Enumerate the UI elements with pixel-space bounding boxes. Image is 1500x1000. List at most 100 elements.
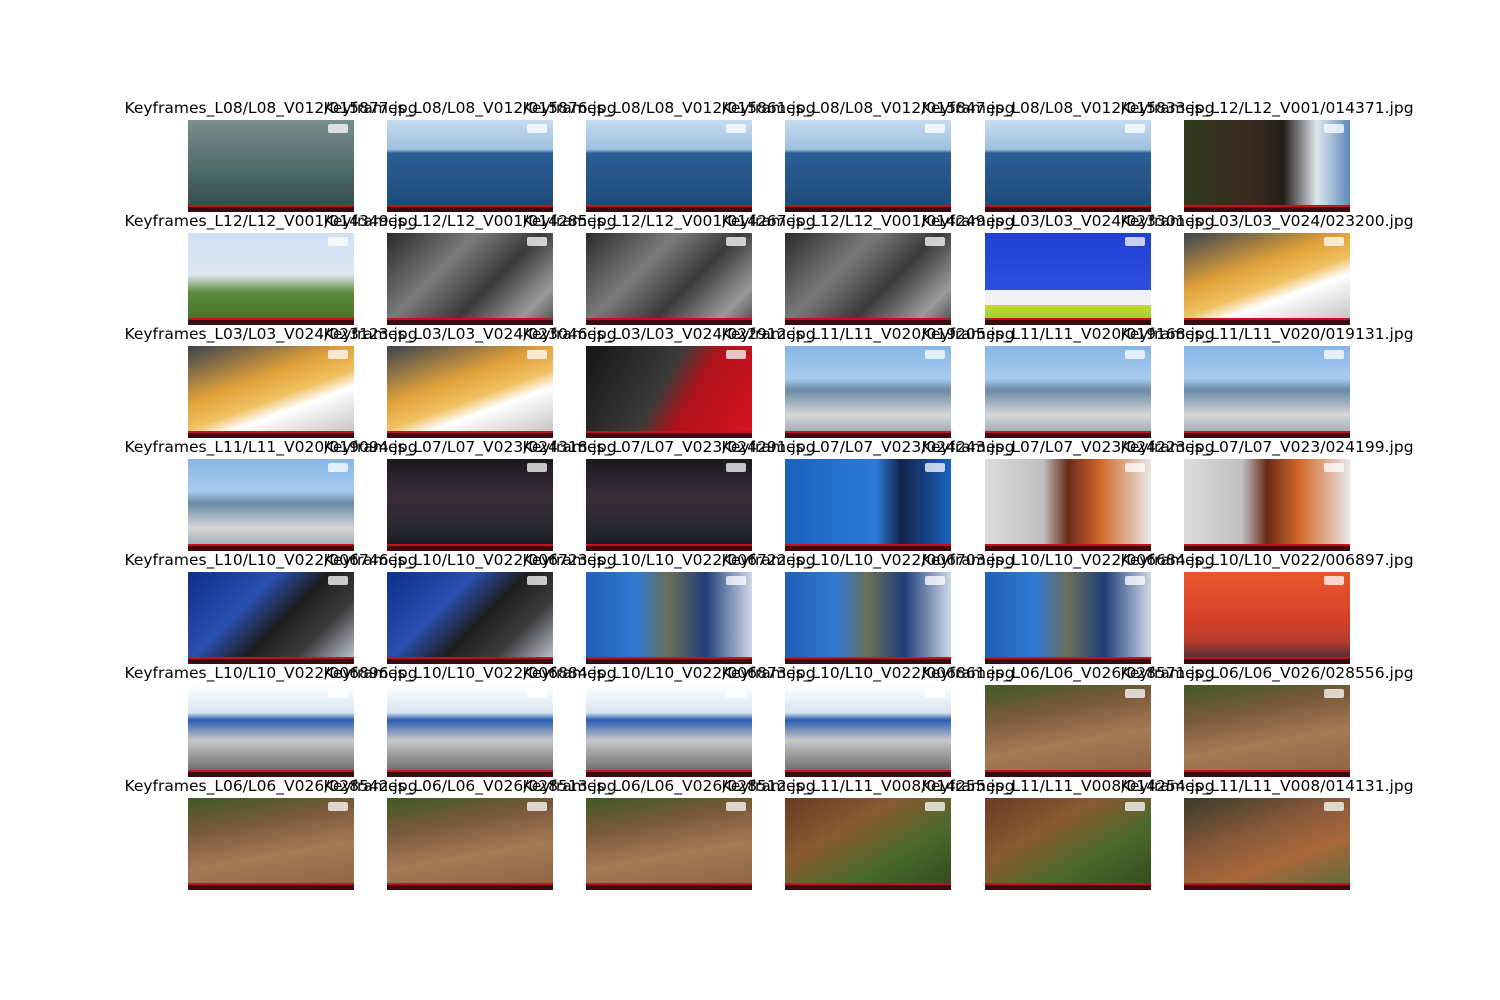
channel-logo-icon bbox=[726, 802, 746, 811]
keyframe-thumbnail[interactable] bbox=[1184, 798, 1350, 890]
keyframe-thumbnail[interactable] bbox=[985, 572, 1151, 664]
keyframe-caption: Keyframes_L07/L07_V023/024243.jpg bbox=[721, 438, 1015, 456]
keyframe-caption: Keyframes_L12/L12_V001/014267.jpg bbox=[522, 212, 816, 230]
keyframe-caption: Keyframes_L10/L10_V022/006884.jpg bbox=[323, 664, 617, 682]
keyframe-caption: Keyframes_L10/L10_V022/006746.jpg bbox=[124, 551, 418, 569]
keyframe-thumbnail[interactable] bbox=[785, 346, 951, 438]
keyframe-thumbnail[interactable] bbox=[387, 685, 553, 777]
news-ticker-bar bbox=[387, 205, 553, 212]
keyframe-caption: Keyframes_L12/L12_V001/014249.jpg bbox=[721, 212, 1015, 230]
channel-logo-icon bbox=[726, 237, 746, 246]
keyframe-thumbnail[interactable] bbox=[1184, 459, 1350, 551]
keyframe-thumbnail[interactable] bbox=[188, 572, 354, 664]
channel-logo-icon bbox=[1125, 350, 1145, 359]
keyframe-caption: Keyframes_L08/L08_V012/015861.jpg bbox=[522, 99, 816, 117]
channel-logo-icon bbox=[527, 576, 547, 585]
keyframe-thumbnail[interactable] bbox=[785, 459, 951, 551]
keyframe-thumbnail[interactable] bbox=[586, 120, 752, 212]
keyframe-thumbnail[interactable] bbox=[785, 572, 951, 664]
news-ticker-bar bbox=[188, 205, 354, 212]
channel-logo-icon bbox=[1324, 350, 1344, 359]
channel-logo-icon bbox=[1125, 576, 1145, 585]
keyframe-thumbnail[interactable] bbox=[985, 120, 1151, 212]
news-ticker-bar bbox=[586, 205, 752, 212]
channel-logo-icon bbox=[1324, 576, 1344, 585]
keyframe-thumbnail[interactable] bbox=[1184, 120, 1350, 212]
channel-logo-icon bbox=[1324, 237, 1344, 246]
keyframe-thumbnail[interactable] bbox=[785, 233, 951, 325]
keyframe-thumbnail[interactable] bbox=[188, 459, 354, 551]
news-ticker-bar bbox=[985, 657, 1151, 664]
keyframe-thumbnail[interactable] bbox=[985, 459, 1151, 551]
keyframe-caption: Keyframes_L03/L03_V024/023200.jpg bbox=[1120, 212, 1414, 230]
keyframe-thumbnail[interactable] bbox=[188, 798, 354, 890]
keyframe-thumbnail[interactable] bbox=[387, 120, 553, 212]
keyframe-caption: Keyframes_L07/L07_V023/024318.jpg bbox=[323, 438, 617, 456]
keyframe-thumbnail[interactable] bbox=[1184, 685, 1350, 777]
keyframe-thumbnail[interactable] bbox=[586, 233, 752, 325]
news-ticker-bar bbox=[1184, 770, 1350, 777]
keyframe-thumbnail[interactable] bbox=[785, 685, 951, 777]
keyframe-thumbnail[interactable] bbox=[1184, 233, 1350, 325]
keyframe-caption: Keyframes_L10/L10_V022/006722.jpg bbox=[522, 551, 816, 569]
keyframe-thumbnail[interactable] bbox=[1184, 572, 1350, 664]
keyframe-thumbnail[interactable] bbox=[586, 459, 752, 551]
channel-logo-icon bbox=[925, 237, 945, 246]
keyframe-thumbnail[interactable] bbox=[985, 233, 1151, 325]
channel-logo-icon bbox=[1324, 689, 1344, 698]
news-ticker-bar bbox=[387, 770, 553, 777]
keyframe-caption: Keyframes_L08/L08_V012/015833.jpg bbox=[921, 99, 1215, 117]
keyframe-thumbnail[interactable] bbox=[586, 685, 752, 777]
keyframe-caption: Keyframes_L03/L03_V024/022912.jpg bbox=[522, 325, 816, 343]
keyframe-caption: Keyframes_L11/L11_V020/019094.jpg bbox=[124, 438, 418, 456]
keyframe-thumbnail[interactable] bbox=[785, 798, 951, 890]
keyframe-thumbnail[interactable] bbox=[387, 572, 553, 664]
keyframe-thumbnail[interactable] bbox=[387, 233, 553, 325]
keyframe-thumbnail[interactable] bbox=[985, 798, 1151, 890]
channel-logo-icon bbox=[1125, 802, 1145, 811]
channel-logo-icon bbox=[527, 350, 547, 359]
news-ticker-bar bbox=[985, 883, 1151, 890]
keyframe-caption: Keyframes_L08/L08_V012/015877.jpg bbox=[124, 99, 418, 117]
keyframe-caption: Keyframes_L11/L11_V020/019131.jpg bbox=[1120, 325, 1414, 343]
channel-logo-icon bbox=[726, 576, 746, 585]
keyframe-thumbnail[interactable] bbox=[387, 459, 553, 551]
keyframe-thumbnail[interactable] bbox=[985, 685, 1151, 777]
channel-logo-icon bbox=[726, 463, 746, 472]
channel-logo-icon bbox=[726, 350, 746, 359]
channel-logo-icon bbox=[527, 124, 547, 133]
keyframe-caption: Keyframes_L03/L03_V024/023301.jpg bbox=[921, 212, 1215, 230]
channel-logo-icon bbox=[1125, 237, 1145, 246]
keyframe-thumbnail[interactable] bbox=[188, 685, 354, 777]
news-ticker-bar bbox=[387, 883, 553, 890]
keyframe-thumbnail[interactable] bbox=[387, 346, 553, 438]
channel-logo-icon bbox=[925, 689, 945, 698]
keyframe-thumbnail[interactable] bbox=[188, 346, 354, 438]
news-ticker-bar bbox=[985, 318, 1151, 325]
keyframe-caption: Keyframes_L07/L07_V023/024199.jpg bbox=[1120, 438, 1414, 456]
keyframe-thumbnail[interactable] bbox=[1184, 346, 1350, 438]
keyframe-thumbnail[interactable] bbox=[387, 798, 553, 890]
channel-logo-icon bbox=[925, 576, 945, 585]
channel-logo-icon bbox=[925, 802, 945, 811]
channel-logo-icon bbox=[1324, 124, 1344, 133]
keyframe-thumbnail[interactable] bbox=[586, 346, 752, 438]
news-ticker-bar bbox=[985, 544, 1151, 551]
channel-logo-icon bbox=[1324, 802, 1344, 811]
keyframe-thumbnail[interactable] bbox=[188, 233, 354, 325]
keyframe-thumbnail[interactable] bbox=[188, 120, 354, 212]
news-ticker-bar bbox=[1184, 318, 1350, 325]
news-ticker-bar bbox=[188, 770, 354, 777]
keyframe-thumbnail[interactable] bbox=[785, 120, 951, 212]
news-ticker-bar bbox=[785, 544, 951, 551]
keyframe-caption: Keyframes_L12/L12_V001/014371.jpg bbox=[1120, 99, 1414, 117]
keyframe-thumbnail[interactable] bbox=[586, 572, 752, 664]
keyframe-thumbnail[interactable] bbox=[985, 346, 1151, 438]
news-ticker-bar bbox=[188, 657, 354, 664]
keyframe-thumbnail[interactable] bbox=[586, 798, 752, 890]
news-ticker-bar bbox=[387, 431, 553, 438]
news-ticker-bar bbox=[387, 318, 553, 325]
keyframe-caption: Keyframes_L10/L10_V022/006723.jpg bbox=[323, 551, 617, 569]
keyframe-caption: Keyframes_L06/L06_V026/028542.jpg bbox=[124, 777, 418, 795]
